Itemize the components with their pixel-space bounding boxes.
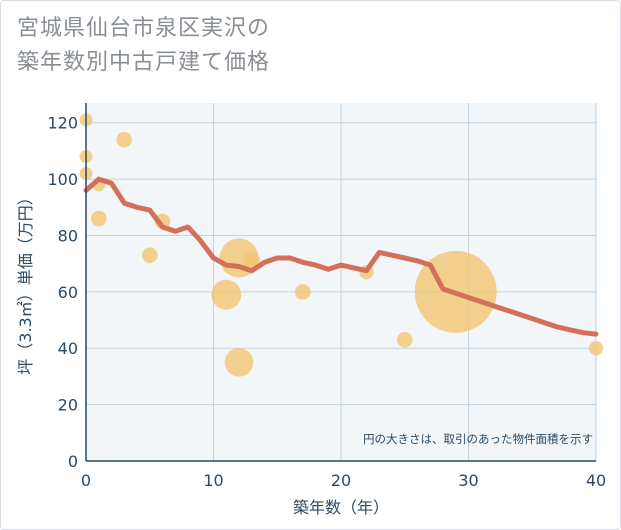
chart-title-line-1: 宮城県仙台市泉区実沢の <box>17 16 271 41</box>
chart-title-line-2: 築年数別中古戸建て価格 <box>17 50 271 75</box>
x-tick-label: 20 <box>331 471 351 490</box>
y-tick-label: 40 <box>58 339 78 358</box>
x-tick-label: 0 <box>81 471 91 490</box>
x-tick-label: 40 <box>586 471 606 490</box>
axes: 0 20 40 60 80 100 120 0 10 20 30 40 <box>47 103 606 490</box>
data-bubble <box>396 331 413 348</box>
y-tick-label: 100 <box>47 170 78 189</box>
bubble-series <box>79 113 604 377</box>
average-price-line <box>83 176 599 337</box>
data-bubble <box>90 210 107 227</box>
y-tick-label: 80 <box>58 226 78 245</box>
data-bubble <box>141 247 158 264</box>
data-bubble <box>224 348 254 377</box>
y-tick-label: 60 <box>58 283 78 302</box>
x-tick-label: 30 <box>458 471 478 490</box>
y-tick-label: 120 <box>47 114 78 133</box>
bubble-size-note: 円の大きさは、取引のあった物件面積を示す <box>363 432 593 446</box>
chart-title: 宮城県仙台市泉区実沢の 築年数別中古戸建て価格 <box>17 12 270 80</box>
data-bubble <box>588 341 604 356</box>
y-tick-label: 20 <box>58 396 78 415</box>
average-line-series <box>83 176 599 337</box>
data-bubble <box>294 284 311 300</box>
y-tick-label: 0 <box>68 452 78 471</box>
x-axis-label: 築年数（年） <box>293 498 389 517</box>
x-tick-label: 10 <box>203 471 223 490</box>
y-axis-label: 坪（3.3㎡）単価（万円） <box>16 189 35 374</box>
data-bubble <box>116 131 133 148</box>
data-bubble <box>211 279 242 310</box>
